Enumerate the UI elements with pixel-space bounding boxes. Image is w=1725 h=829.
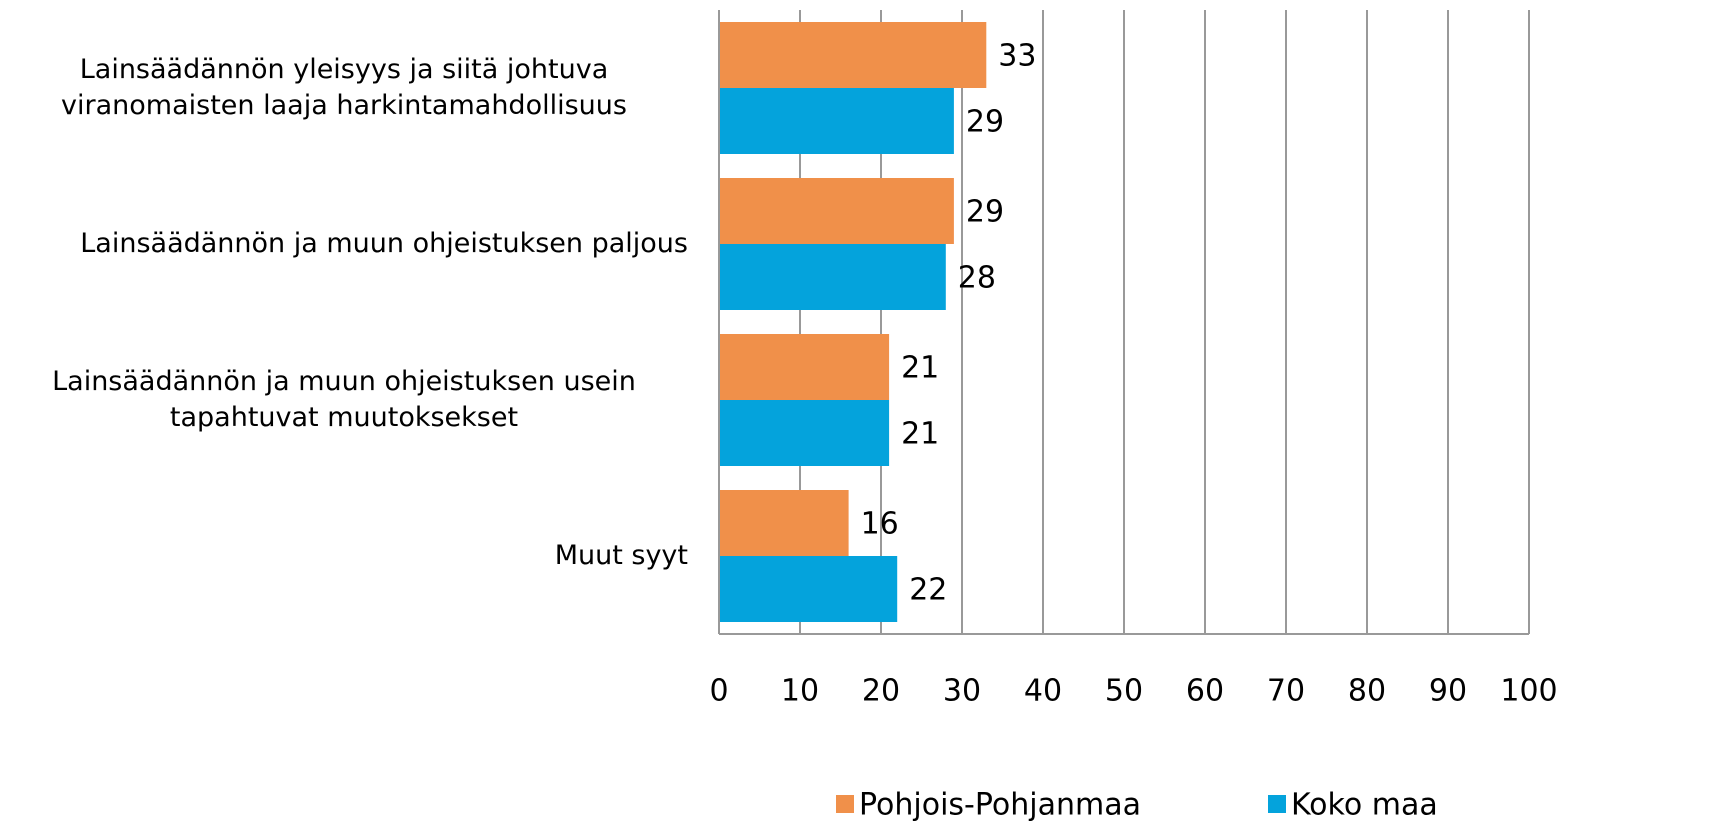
bar — [719, 556, 898, 622]
x-tick-label: 90 — [1429, 674, 1467, 709]
value-label: 16 — [861, 507, 899, 542]
x-tick-label: 60 — [1186, 674, 1224, 709]
value-label: 29 — [966, 195, 1004, 230]
category-text: Lainsäädännön ja muun ohjeistuksen usein… — [52, 366, 636, 433]
category-label: Muut syyt — [555, 538, 688, 574]
value-label: 28 — [958, 261, 996, 296]
legend-swatch — [1268, 795, 1286, 813]
bar — [719, 244, 946, 310]
category-text: Muut syyt — [554, 540, 688, 571]
x-tick-label: 70 — [1267, 674, 1305, 709]
value-label: 33 — [998, 39, 1036, 74]
bar — [719, 334, 890, 400]
bar — [719, 22, 987, 88]
value-label: 29 — [966, 105, 1004, 140]
legend-label: Pohjois-Pohjanmaa — [859, 788, 1141, 823]
x-tick-label: 0 — [709, 674, 728, 709]
legend-swatch — [836, 795, 854, 813]
x-tick-label: 80 — [1348, 674, 1386, 709]
bar — [719, 88, 954, 154]
bar — [719, 178, 954, 244]
value-label: 22 — [909, 573, 947, 608]
category-label: Lainsäädännön ja muun ohjeistuksen usein… — [0, 364, 688, 436]
x-tick-label: 40 — [1024, 674, 1062, 709]
category-label: Lainsäädännön ja muun ohjeistuksen paljo… — [80, 226, 688, 262]
bar — [719, 400, 890, 466]
x-tick-label: 100 — [1500, 674, 1557, 709]
x-tick-label: 20 — [862, 674, 900, 709]
value-label: 21 — [901, 351, 939, 386]
category-text: Lainsäädännön ja muun ohjeistuksen paljo… — [80, 228, 688, 259]
x-tick-label: 30 — [943, 674, 981, 709]
category-label: Lainsäädännön yleisyys ja siitä johtuva … — [0, 52, 688, 124]
legend-label: Koko maa — [1291, 788, 1438, 823]
category-text: Lainsäädännön yleisyys ja siitä johtuva … — [61, 54, 627, 121]
value-label: 21 — [901, 417, 939, 452]
bar — [719, 490, 849, 556]
x-tick-label: 10 — [781, 674, 819, 709]
x-tick-label: 50 — [1105, 674, 1143, 709]
